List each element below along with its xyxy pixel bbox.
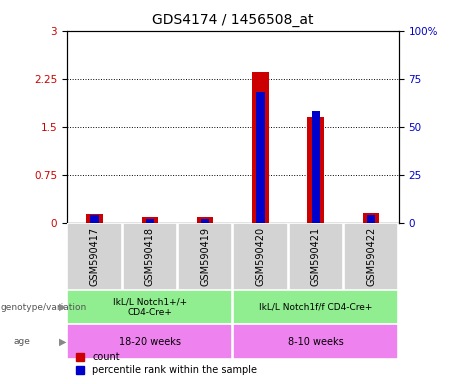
Text: GSM590420: GSM590420 bbox=[255, 227, 266, 286]
FancyBboxPatch shape bbox=[178, 223, 232, 290]
Text: GSM590422: GSM590422 bbox=[366, 227, 376, 286]
FancyBboxPatch shape bbox=[67, 223, 122, 290]
Bar bbox=[256, 92, 265, 223]
Bar bbox=[312, 111, 320, 223]
FancyBboxPatch shape bbox=[67, 290, 232, 324]
Legend: count, percentile rank within the sample: count, percentile rank within the sample bbox=[72, 348, 261, 379]
Bar bbox=[197, 217, 213, 223]
Title: GDS4174 / 1456508_at: GDS4174 / 1456508_at bbox=[152, 13, 313, 27]
Bar bbox=[307, 117, 324, 223]
Text: 8-10 weeks: 8-10 weeks bbox=[288, 337, 343, 347]
Bar bbox=[252, 72, 269, 223]
FancyBboxPatch shape bbox=[67, 324, 232, 359]
FancyBboxPatch shape bbox=[123, 223, 177, 290]
Text: IkL/L Notch1+/+
CD4-Cre+: IkL/L Notch1+/+ CD4-Cre+ bbox=[113, 298, 187, 317]
FancyBboxPatch shape bbox=[233, 290, 398, 324]
FancyBboxPatch shape bbox=[233, 324, 398, 359]
Bar bbox=[142, 217, 158, 223]
Bar bbox=[90, 215, 99, 223]
FancyBboxPatch shape bbox=[289, 223, 343, 290]
FancyBboxPatch shape bbox=[233, 223, 288, 290]
Bar bbox=[201, 219, 209, 223]
Bar bbox=[363, 213, 379, 223]
Text: IkL/L Notch1f/f CD4-Cre+: IkL/L Notch1f/f CD4-Cre+ bbox=[259, 303, 372, 312]
Text: GSM590419: GSM590419 bbox=[200, 227, 210, 286]
Text: 18-20 weeks: 18-20 weeks bbox=[119, 337, 181, 347]
Text: ▶: ▶ bbox=[59, 337, 66, 347]
Text: ▶: ▶ bbox=[59, 302, 66, 312]
Text: GSM590418: GSM590418 bbox=[145, 227, 155, 286]
Bar bbox=[146, 219, 154, 223]
Text: age: age bbox=[14, 337, 31, 346]
Text: genotype/variation: genotype/variation bbox=[1, 303, 87, 312]
FancyBboxPatch shape bbox=[344, 223, 398, 290]
Text: GSM590417: GSM590417 bbox=[89, 227, 100, 286]
Bar bbox=[86, 214, 103, 223]
Bar bbox=[367, 215, 375, 223]
Text: GSM590421: GSM590421 bbox=[311, 227, 321, 286]
